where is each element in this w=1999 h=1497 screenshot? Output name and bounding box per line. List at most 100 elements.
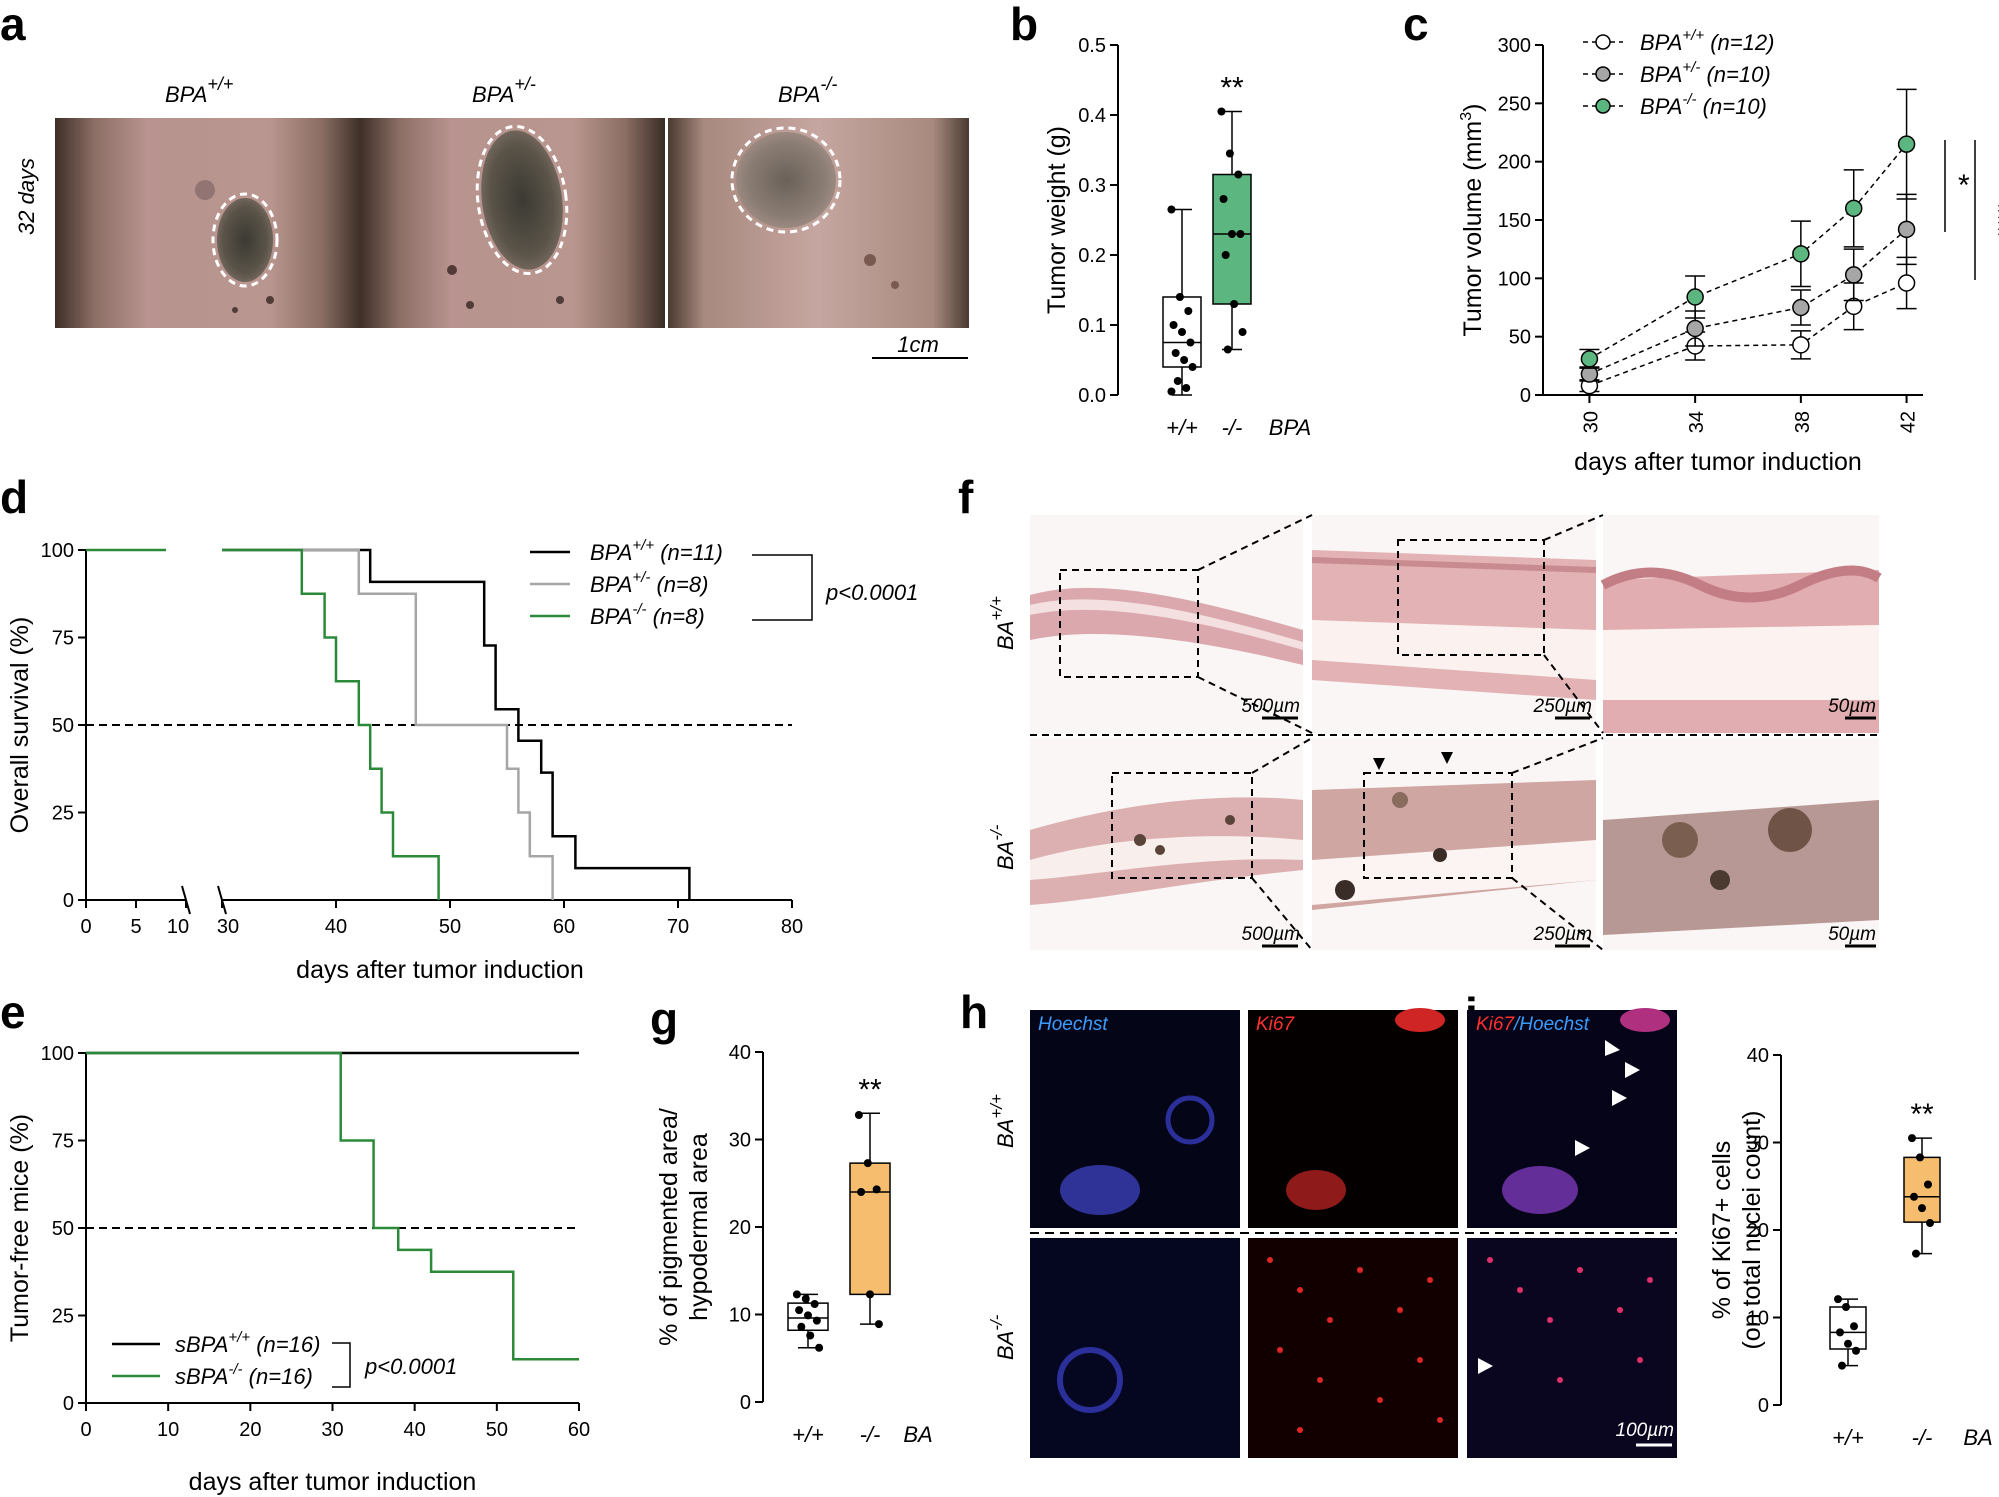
data-point (1167, 387, 1176, 396)
x-axis-label: days after tumor induction (189, 1468, 477, 1496)
data-point (797, 1322, 806, 1331)
f-row-label-ko: BA-/- (987, 824, 1018, 870)
data-point (1897, 220, 1916, 239)
data-point (1167, 205, 1176, 214)
data-point (1844, 266, 1863, 284)
data-point (812, 1316, 821, 1325)
data-point (1916, 1153, 1924, 1162)
data-point (1182, 384, 1191, 392)
y-tick-label: 75 (52, 1131, 74, 1153)
y-axis-label: Tumor-free mice (%) (6, 1114, 34, 1342)
x-tick-label: 50 (439, 916, 461, 938)
f-scale-3: 50µm (1828, 696, 1876, 717)
y-tick-label: 250 (1498, 93, 1531, 115)
sig-label-2: *** (1981, 202, 1999, 237)
histo-wt-high (1600, 515, 1882, 733)
data-point (1908, 1134, 1916, 1143)
data-point (1180, 356, 1189, 364)
survival-curve (222, 548, 691, 900)
series-line (1589, 143, 1908, 360)
fluor-ko-ki67 (1248, 1238, 1458, 1458)
data-point (815, 1343, 824, 1352)
significance-mark: ** (1910, 1098, 1934, 1131)
y-tick-label: 50 (52, 715, 74, 737)
series-line (1589, 282, 1907, 387)
days-side-label: 32 days (14, 158, 39, 235)
x-category-label: -/- (1912, 1425, 1933, 1450)
h-scale-label: 100µm (1616, 1420, 1674, 1441)
data-point (1217, 107, 1226, 116)
x-tick-label: 30 (321, 1419, 343, 1441)
panel-label-e: e (0, 986, 26, 1038)
x-tick-label: 10 (157, 1419, 179, 1441)
histo-wt-low (1030, 515, 1303, 733)
y-tick-label: 50 (1509, 327, 1531, 349)
y-axis-label-2: hypodermal area (685, 1133, 713, 1321)
y-tick-label: 0 (740, 1392, 751, 1414)
y-axis-label-2: (on total nuclei count) (1738, 1110, 1766, 1349)
y-axis-label: Tumor volume (mm3) (1458, 104, 1487, 337)
panel-label-d: d (0, 471, 28, 523)
x-group-label: BPA (1269, 415, 1311, 440)
data-point (872, 1185, 881, 1194)
data-point (1897, 135, 1916, 153)
data-point (806, 1331, 815, 1340)
data-point (1580, 350, 1599, 368)
data-point (1850, 1322, 1858, 1331)
y-tick-label: 40 (1747, 1045, 1769, 1067)
significance-mark: ** (858, 1073, 882, 1106)
panel-a: 32 days BPA+/+ BPA+/- BPA-/- (14, 74, 969, 359)
chart-d-overall-survival: 0 25 50 75 100 0 5 10 30 40 50 60 70 80 Overall surviv… (6, 537, 918, 984)
panel-h: BA+/+ BA-/- (987, 1008, 1677, 1458)
data-point (874, 1320, 883, 1329)
y-tick-label: 25 (52, 1306, 74, 1328)
y-tick-label: 30 (729, 1130, 751, 1152)
data-point (792, 1290, 801, 1299)
y-tick-label: 300 (1498, 35, 1531, 57)
legend-label: sBPA+/+ (n=16) (175, 1329, 320, 1357)
legend-label: BPA-/- (n=10) (1640, 91, 1767, 119)
x-tick-label: 34 (1686, 411, 1708, 433)
data-point (1236, 230, 1245, 238)
photo-bpa-ko (668, 118, 969, 328)
x-axis-label: days after tumor induction (296, 956, 584, 984)
y-tick-label: 20 (729, 1217, 751, 1239)
data-point (1186, 338, 1195, 347)
y-tick-label: 200 (1498, 152, 1531, 174)
y-tick-label: 20 (1747, 1220, 1769, 1242)
y-tick-label: 0 (63, 1393, 74, 1415)
photo-bpa-het (360, 118, 665, 328)
photo-title-het: BPA+/- (472, 74, 536, 107)
data-point (1234, 170, 1243, 179)
x-tick-label: 70 (667, 916, 689, 938)
h-row-label-wt: BA+/+ (987, 1094, 1018, 1148)
y-tick-label: 0 (63, 890, 74, 912)
legend-label: BPA-/- (n=8) (590, 601, 705, 629)
panel-label-b: b (1010, 0, 1038, 50)
x-category-label: +/+ (1166, 415, 1198, 440)
data-point (1838, 1361, 1846, 1370)
data-point (1221, 251, 1230, 259)
panel-label-h: h (960, 986, 988, 1038)
sig-label-1: * (1958, 169, 1970, 202)
data-point (1842, 1303, 1850, 1311)
data-point (1792, 336, 1810, 354)
panel-label-f: f (958, 471, 974, 523)
h-channel-merge: Ki67/Hoechst (1476, 1014, 1590, 1035)
data-point (1184, 307, 1193, 315)
data-point (804, 1311, 812, 1320)
pvalue-label: p<0.0001 (825, 580, 918, 605)
x-tick-label: 60 (553, 916, 575, 938)
photo-title-ko: BPA-/- (778, 74, 837, 107)
x-tick-label: 5 (130, 916, 141, 938)
legend-marker (1595, 98, 1611, 114)
pvalue-label: p<0.0001 (364, 1354, 457, 1379)
significance-mark: ** (1220, 72, 1244, 105)
y-tick-label: 100 (41, 540, 74, 562)
histo-ko-low (1030, 738, 1303, 950)
fluor-ko-hoechst (1030, 1238, 1240, 1458)
data-point (1173, 377, 1182, 385)
y-tick-label: 0 (1520, 385, 1531, 407)
chart-g-pigmented-area: 0 10 20 30 40 % of pigmented area/hypodermal … (655, 1042, 933, 1447)
